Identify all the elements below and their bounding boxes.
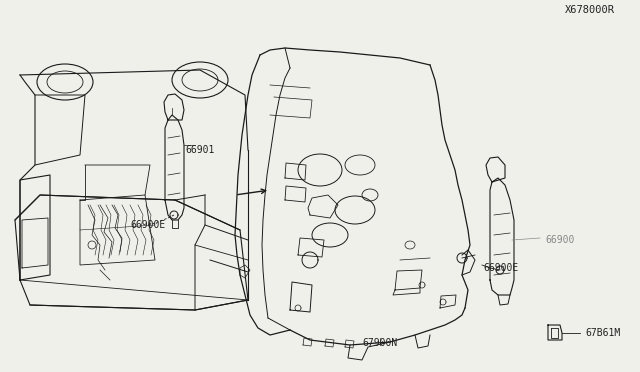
- Text: 66900E: 66900E: [483, 263, 518, 273]
- Text: 67900N: 67900N: [362, 338, 397, 348]
- Text: 66901: 66901: [185, 145, 214, 155]
- Text: 66900E: 66900E: [130, 220, 165, 230]
- Text: X678000R: X678000R: [565, 5, 615, 15]
- Text: 66900: 66900: [545, 235, 574, 245]
- Text: 67B61M: 67B61M: [585, 328, 620, 338]
